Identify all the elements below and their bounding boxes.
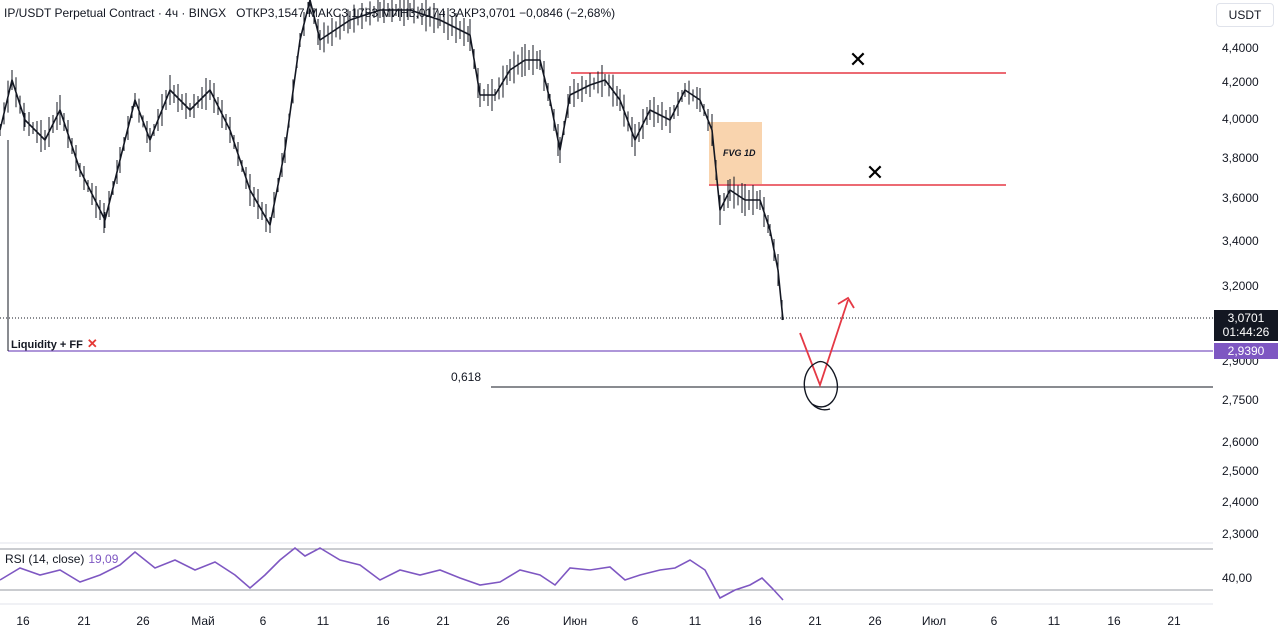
price-tick-label: 2,4000 [1222, 495, 1259, 509]
price-tick-label: 3,6000 [1222, 191, 1259, 205]
low-value: МИН3,0174 [381, 6, 446, 20]
close-icon: ✕ [86, 336, 98, 351]
time-tick-label: 6 [991, 614, 998, 628]
time-tick-label: 16 [376, 614, 390, 628]
time-tick-label: 26 [496, 614, 510, 628]
time-tick-label: 6 [260, 614, 267, 628]
price-tick-label: 3,2000 [1222, 279, 1259, 293]
arrow-head [837, 296, 855, 309]
countdown-value: 01:44:26 [1222, 325, 1270, 339]
price-tick-label: 3,4000 [1222, 234, 1259, 248]
time-tick-label: Май [191, 614, 215, 628]
cross-mark-upper: ✕ [849, 48, 867, 73]
time-tick-label: 21 [436, 614, 450, 628]
time-tick-label: 11 [689, 614, 702, 628]
price-tick-label: 2,6000 [1222, 435, 1259, 449]
open-value: ОТКР3,1547 [236, 6, 305, 20]
price-tick-label: 4,2000 [1222, 75, 1259, 89]
price-tick-label: 2,5000 [1222, 464, 1259, 478]
liquidity-label-text: Liquidity + FF [11, 339, 83, 351]
fvg-label: FVG 1D [723, 148, 756, 158]
last-price-value: 3,0701 [1227, 311, 1265, 325]
time-tick-label: 6 [632, 614, 639, 628]
time-tick-label: Июл [922, 614, 946, 628]
price-tick-label: 4,4000 [1222, 41, 1259, 55]
time-tick-label: 16 [748, 614, 762, 628]
liquidity-price-tag: 2,9390 [1214, 343, 1278, 359]
time-tick-label: 21 [808, 614, 822, 628]
time-tick-label: 11 [1048, 614, 1061, 628]
candle-wicks [0, 0, 783, 320]
rsi-level-label: 40,00 [1222, 571, 1252, 585]
time-tick-label: 16 [16, 614, 30, 628]
price-tick-label: 3,8000 [1222, 151, 1259, 165]
time-tick-label: 11 [317, 614, 330, 628]
rsi-name: RSI (14, close) [5, 552, 85, 566]
high-value: МАКС3,1783 [307, 6, 379, 20]
time-tick-label: 26 [136, 614, 150, 628]
currency-button[interactable]: USDT [1216, 3, 1274, 27]
projection-arrow [799, 299, 849, 388]
cross-mark-lower: ✕ [866, 161, 884, 186]
target-circle [803, 360, 839, 411]
rsi-series [0, 546, 784, 601]
chart-header: IP/USDT Perpetual Contract · 4ч · BINGX … [4, 6, 615, 20]
rsi-legend: RSI (14, close) 19,09 [5, 552, 118, 566]
close-value: ЗАКР3,0701 [448, 6, 516, 20]
change-value: −0,0846 (−2,68%) [519, 6, 616, 20]
time-tick-label: 16 [1107, 614, 1121, 628]
symbol-title[interactable]: IP/USDT Perpetual Contract · 4ч · BINGX [4, 6, 227, 20]
price-tick-label: 4,0000 [1222, 112, 1259, 126]
rsi-value: 19,09 [88, 552, 119, 566]
price-tick-label: 2,7500 [1222, 393, 1259, 407]
fib-label: 0,618 [451, 370, 482, 384]
time-tick-label: 21 [1167, 614, 1181, 628]
time-tick-label: 21 [77, 614, 91, 628]
time-axis[interactable]: 16 21 26 Май 6 11 16 21 26 Июн 6 11 16 21 26 Июл 6 11 16 21 [16, 614, 1181, 628]
price-tick-label: 2,3000 [1222, 527, 1259, 541]
liquidity-label: Liquidity + FF ✕ [11, 336, 98, 352]
fvg-zone [709, 122, 762, 184]
last-price-tag: 3,0701 01:44:26 [1214, 310, 1278, 341]
time-tick-label: Июн [563, 614, 587, 628]
price-axis[interactable]: 4,4000 4,2000 4,0000 3,8000 3,6000 3,4000 3,20… [1222, 41, 1259, 541]
time-tick-label: 26 [868, 614, 882, 628]
